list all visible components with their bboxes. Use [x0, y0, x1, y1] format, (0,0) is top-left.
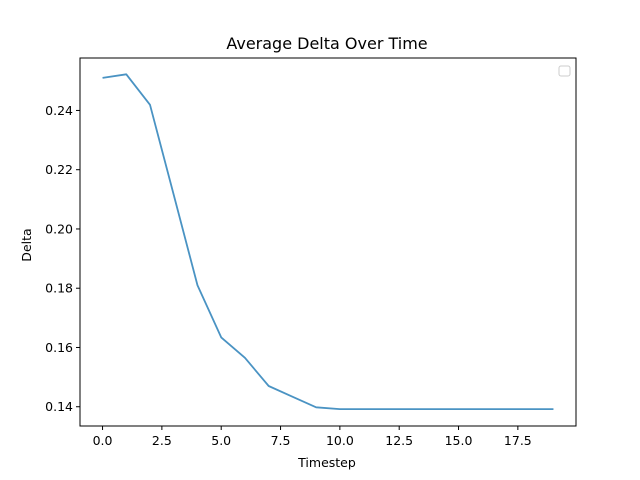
x-tick-label: 15.0	[445, 433, 473, 448]
y-tick-label: 0.20	[45, 221, 73, 236]
x-tick-label: 10.0	[326, 433, 354, 448]
y-tick-label: 0.14	[45, 399, 73, 414]
plot-area: 0.0 2.5 5.0 7.5 10.0 12.5 15.0 17.5 0.140.160.1…	[45, 57, 577, 448]
x-tick-label: 2.5	[152, 433, 172, 448]
chart-title: Average Delta Over Time	[226, 34, 427, 53]
axes-frame	[79, 57, 577, 427]
y-tick-label: 0.22	[45, 162, 73, 177]
x-tick-label: 12.5	[385, 433, 413, 448]
series-line	[102, 73, 554, 411]
x-axis-label: Timestep	[297, 455, 356, 470]
y-tick-label: 0.18	[45, 281, 73, 296]
x-axis-ticks: 0.0 2.5 5.0 7.5 10.0 12.5 15.0 17.5	[93, 426, 532, 448]
x-tick-label: 7.5	[271, 433, 291, 448]
x-tick-label: 5.0	[211, 433, 231, 448]
y-tick-label: 0.16	[45, 340, 73, 355]
y-tick-label: 0.24	[45, 103, 73, 118]
x-tick-label: 0.0	[93, 433, 113, 448]
y-axis-ticks: 0.14 0.16 0.18 0.20 0.22 0.24	[45, 103, 80, 414]
x-tick-label: 17.5	[504, 433, 532, 448]
y-axis-label: Delta	[19, 228, 34, 261]
legend	[558, 65, 571, 77]
